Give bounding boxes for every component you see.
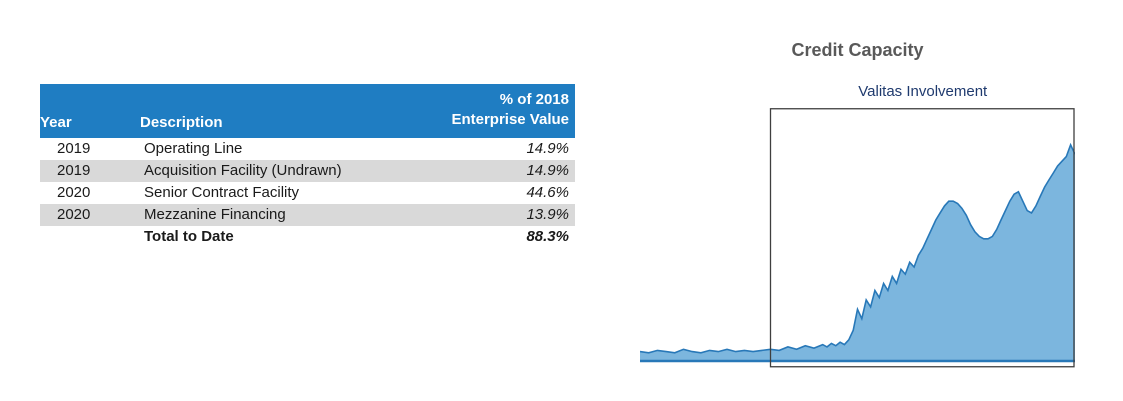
row-description: Mezzanine Financing (140, 203, 430, 226)
area-fill (640, 144, 1075, 361)
table-row: 2019 Operating Line 14.9% (40, 138, 575, 160)
chart-title: Credit Capacity (791, 40, 924, 60)
table-row: 2019 Acquisition Facility (Undrawn) 14.9… (40, 159, 575, 182)
row-description: Senior Contract Facility (144, 184, 300, 201)
pct-header-line2: Enterprise Value (451, 111, 569, 129)
credit-table: Year Description % of 2018 Enterprise Va… (40, 84, 575, 248)
row-pct: 14.9% (526, 140, 569, 157)
total-row: Total to Date 88.3% (40, 225, 575, 248)
total-label: Total to Date (140, 225, 430, 248)
row-year: 2019 (57, 140, 91, 157)
pct-column-header: % of 2018 Enterprise Value (430, 84, 575, 138)
table-row: 2020 Senior Contract Facility 44.6% (40, 182, 575, 204)
plot-area (640, 108, 1075, 368)
pct-header-line1: % of 2018 (499, 91, 569, 108)
chart-annotation-label: Valitas Involvement (858, 83, 988, 100)
table-header: Year Description % of 2018 Enterprise Va… (40, 84, 575, 138)
total-pct: 88.3% (430, 225, 575, 248)
row-year: 2020 (57, 184, 91, 201)
row-year: 2019 (40, 159, 140, 182)
row-pct: 13.9% (430, 203, 575, 226)
area-chart-svg (640, 108, 1075, 368)
total-year-blank (40, 225, 140, 248)
row-pct: 14.9% (430, 159, 575, 182)
table-row: 2020 Mezzanine Financing 13.9% (40, 203, 575, 226)
description-column-header: Description (140, 84, 430, 138)
year-column-header: Year (40, 84, 140, 138)
row-description: Operating Line (144, 140, 243, 157)
row-year: 2020 (40, 203, 140, 226)
area-line (640, 142, 1075, 354)
row-description: Acquisition Facility (Undrawn) (140, 159, 430, 182)
credit-capacity-chart: Credit Capacity Valitas Involvement (640, 40, 1075, 380)
credit-facilities-table: Year Description % of 2018 Enterprise Va… (40, 84, 575, 248)
row-pct: 44.6% (526, 184, 569, 201)
valitas-involvement-box (769, 108, 1075, 368)
